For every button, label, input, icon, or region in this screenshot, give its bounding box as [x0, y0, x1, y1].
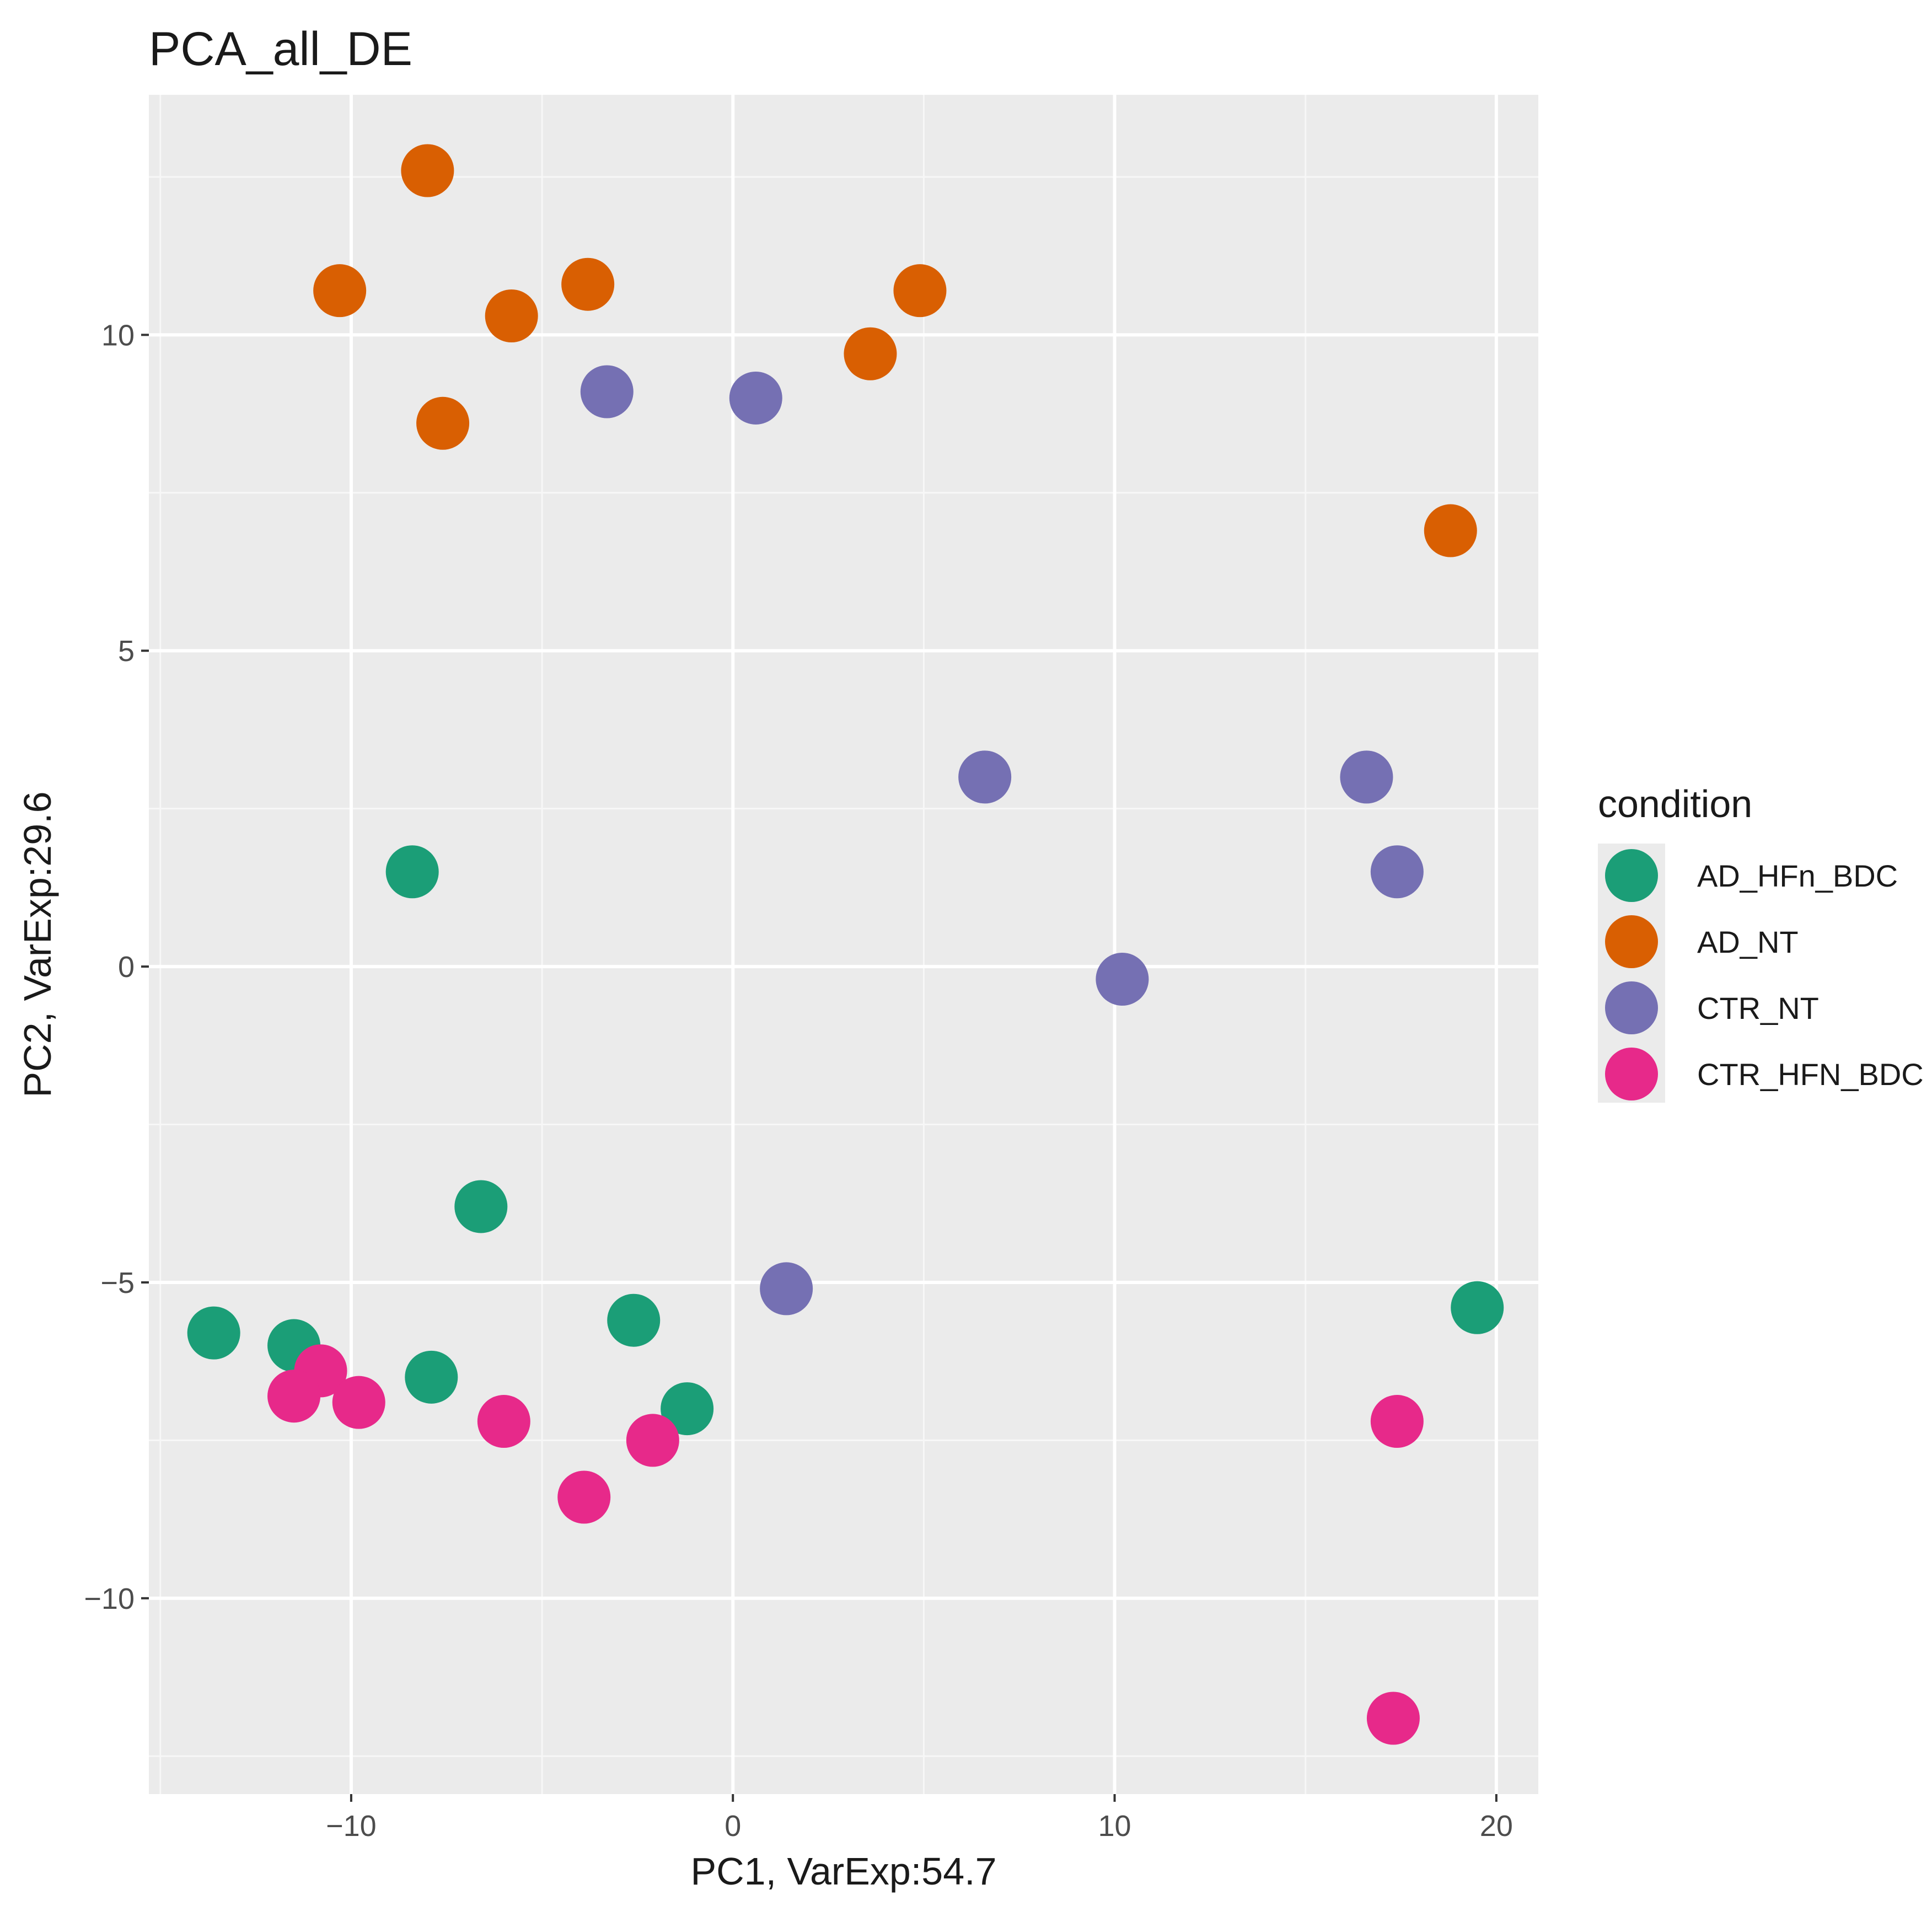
data-point — [477, 1395, 530, 1448]
data-point — [958, 750, 1012, 804]
data-point — [561, 257, 615, 311]
y-axis-ticks: −10 −5 0 5 10 — [84, 319, 149, 1615]
data-point — [760, 1262, 813, 1316]
minor-gridlines — [149, 95, 1538, 1794]
data-point — [1370, 1395, 1424, 1448]
y-tick-label: −5 — [100, 1266, 135, 1300]
data-point — [1424, 504, 1477, 557]
data-point — [844, 327, 897, 380]
data-point — [267, 1370, 321, 1423]
legend-label: CTR_NT — [1697, 991, 1819, 1026]
x-tick-label: 20 — [1480, 1810, 1513, 1843]
chart-title: PCA_all_DE — [149, 23, 412, 76]
legend-label: AD_HFn_BDC — [1697, 858, 1898, 893]
data-point — [661, 1382, 714, 1436]
data-point — [1451, 1281, 1504, 1334]
data-point — [1370, 845, 1424, 899]
y-tick-label: 0 — [118, 951, 135, 984]
x-tick-label: 10 — [1098, 1810, 1131, 1843]
legend-items: AD_HFn_BDC AD_NT CTR_NT CTR_HFN_BDC — [1605, 849, 1924, 1100]
data-point — [729, 371, 782, 425]
x-axis-title: PC1, VarExp:54.7 — [690, 1850, 996, 1893]
data-point — [187, 1306, 240, 1360]
data-point — [557, 1470, 611, 1524]
y-tick-label: −10 — [84, 1582, 135, 1615]
legend-label: CTR_HFN_BDC — [1697, 1057, 1924, 1092]
data-point — [893, 264, 947, 318]
x-tick-label: 0 — [724, 1810, 741, 1843]
legend-key — [1605, 981, 1658, 1034]
data-points — [187, 144, 1504, 1745]
data-point — [485, 289, 538, 343]
legend-key — [1605, 915, 1658, 968]
major-gridlines — [149, 95, 1538, 1794]
data-point — [416, 396, 470, 450]
legend-key — [1605, 849, 1658, 902]
legend-title: condition — [1598, 782, 1752, 825]
data-point — [454, 1180, 508, 1233]
data-point — [385, 845, 439, 899]
plot-panel — [149, 95, 1538, 1794]
data-point — [1340, 750, 1393, 804]
y-axis-title: PC2, VarExp:29.6 — [16, 791, 59, 1097]
data-point — [626, 1414, 679, 1467]
data-point — [1096, 953, 1149, 1006]
legend-label: AD_NT — [1697, 925, 1799, 959]
x-axis-ticks: −10 0 10 20 — [326, 1794, 1513, 1843]
x-tick-label: −10 — [326, 1810, 377, 1843]
data-point — [401, 144, 454, 197]
data-point — [313, 264, 367, 318]
data-point — [607, 1293, 661, 1347]
data-point — [332, 1376, 385, 1429]
legend: condition AD_HFn_BDC AD_NT CTR_NT CTR_HFN_B… — [1598, 782, 1924, 1103]
y-tick-label: 5 — [118, 635, 135, 668]
data-point — [580, 365, 634, 418]
data-point — [405, 1350, 458, 1404]
data-point — [1366, 1692, 1420, 1745]
legend-key — [1605, 1048, 1658, 1100]
y-tick-label: 10 — [101, 319, 135, 352]
